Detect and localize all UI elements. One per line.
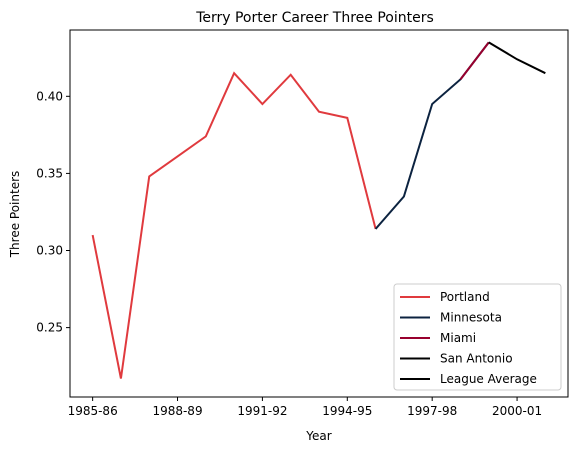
series-line-minnesota: [374, 41, 490, 230]
legend-label-minnesota: Minnesota: [440, 311, 502, 325]
x-tick-label: 1988-89: [152, 404, 202, 418]
series-line-portland: [91, 71, 377, 379]
legend-label-league-average: League Average: [440, 372, 537, 386]
y-tick-label: 0.35: [36, 166, 63, 180]
legend-label-portland: Portland: [440, 290, 490, 304]
x-tick-label: 1994-95: [322, 404, 372, 418]
series-line-miami: [459, 41, 490, 80]
series-lines: [91, 41, 546, 379]
legend-label-san-antonio: San Antonio: [440, 352, 513, 366]
legend: Portland Minnesota Miami San Antonio League …: [393, 283, 562, 391]
y-axis-label: Three Pointers: [8, 171, 22, 259]
plot-frame: [69, 29, 569, 398]
y-tick-label: 0.25: [36, 321, 63, 335]
x-tick-label: 1991-92: [237, 404, 287, 418]
series-line-san-antonio: [488, 41, 546, 75]
legend-label-miami: Miami: [440, 331, 476, 345]
y-tick-label: 0.30: [36, 244, 63, 258]
y-axis: 0.25 0.30 0.35 0.40: [36, 89, 70, 335]
x-tick-label: 1985-86: [68, 404, 118, 418]
y-tick-label: 0.40: [36, 89, 63, 103]
x-tick-label: 1997-98: [407, 404, 457, 418]
chart-title: Terry Porter Career Three Pointers: [195, 10, 434, 26]
x-tick-label: 2000-01: [492, 404, 542, 418]
x-axis-label: Year: [305, 429, 331, 443]
x-axis: 1985-86 1988-89 1991-92 1994-95 1997-98 2000-…: [68, 397, 542, 418]
legend-box: [393, 283, 562, 391]
